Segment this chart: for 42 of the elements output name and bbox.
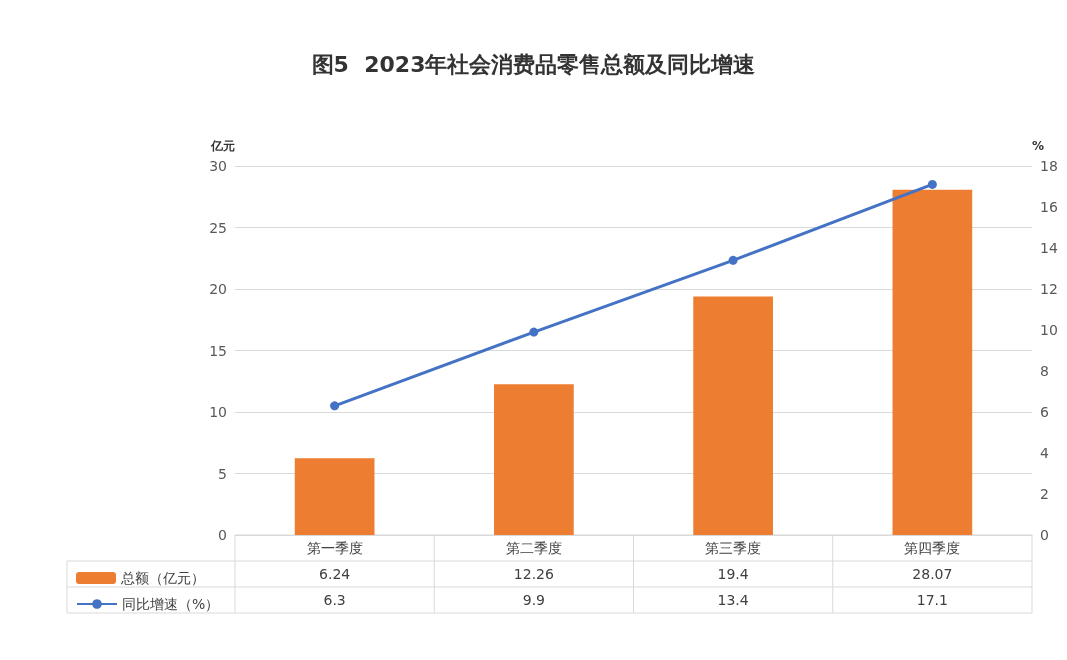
y2-tick-label: 16 [1040,199,1058,215]
bar [294,458,375,535]
y2-tick-label: 12 [1040,281,1058,297]
data-label: 6.3 [323,592,346,608]
bar [693,296,773,535]
bar [494,384,574,535]
y2-tick-label: 18 [1040,158,1058,174]
point [728,255,738,265]
y-tick-label: 15 [209,342,227,359]
y2-tick-label: 14 [1040,240,1058,256]
y-tick-label: 0 [218,527,227,543]
data-label: 6.24 [319,566,351,582]
x-tick-label: 第三季度 [705,540,762,556]
chart-title: 图5 2023年社会消费品零售总额及同比增速 [311,51,756,77]
y2-tick-label: 6 [1040,404,1049,420]
data-label: 9.9 [522,592,546,608]
legend-label: 同比增速（%） [122,596,220,612]
point [529,327,539,337]
y-tick-label: 30 [209,158,227,174]
y2-tick-label: 10 [1040,322,1058,338]
y2-tick-label: 4 [1040,445,1049,461]
data-label: 28.07 [912,566,953,582]
legend-label: 总额（亿元） [120,570,205,586]
point [330,401,340,411]
x-tick-label: 第二季度 [505,540,562,556]
y2-tick-label: 2 [1040,486,1049,502]
point [927,179,937,189]
y-axis-title: 亿元 [210,139,235,153]
y-tick-label: 25 [209,219,227,236]
y2-tick-label: 8 [1040,363,1049,379]
data-label: 13.4 [717,592,749,608]
y-tick-label: 20 [209,281,227,297]
y-tick-label: 5 [218,465,227,482]
bar [892,189,973,535]
y-tick-label: 10 [209,404,227,420]
x-tick-label: 第四季度 [904,540,961,556]
data-label: 17.1 [916,592,948,608]
data-label: 12.26 [513,566,554,582]
x-tick-label: 第一季度 [306,540,363,556]
y2-tick-label: 0 [1040,527,1049,543]
y2-axis-title: % [1032,139,1045,153]
data-label: 19.4 [717,566,749,582]
